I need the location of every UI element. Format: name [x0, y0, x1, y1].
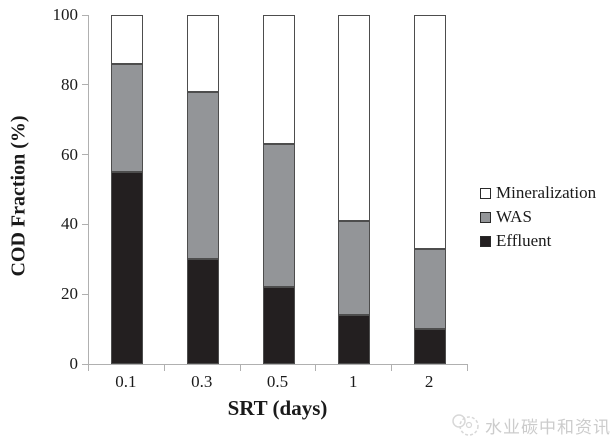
- bar-segment-was: [414, 248, 447, 330]
- bar-segment-was: [186, 91, 219, 260]
- y-tick: [82, 14, 88, 16]
- bar-segment-was: [110, 63, 143, 173]
- watermark-text: 水业碳中和资讯: [485, 417, 611, 438]
- legend-swatch-was: [480, 211, 491, 223]
- x-axis-title: SRT (days): [227, 396, 328, 420]
- bar-segment-was: [338, 220, 371, 316]
- x-tick-label: 0.1: [115, 372, 137, 391]
- bar-segment-mineralization: [186, 15, 219, 92]
- x-tick: [163, 365, 165, 371]
- x-tick-label: 1: [349, 372, 358, 391]
- x-tick: [315, 365, 317, 371]
- bar-segment-effluent: [414, 329, 447, 364]
- y-tick-label: 100: [52, 5, 79, 24]
- legend-swatch-effluent: [480, 235, 491, 247]
- y-tick-label: 0: [69, 354, 79, 373]
- legend-label: Effluent: [496, 231, 552, 250]
- y-axis-title: COD Fraction (%): [7, 115, 30, 277]
- x-tick: [391, 365, 393, 371]
- y-tick-label: 20: [61, 284, 78, 304]
- bar-segment-mineralization: [414, 15, 447, 249]
- y-tick: [82, 293, 88, 295]
- bar-segment-effluent: [110, 172, 143, 364]
- y-tick: [82, 154, 88, 156]
- legend-item-effluent: Effluent: [480, 232, 596, 250]
- bar-segment-mineralization: [110, 15, 143, 64]
- x-tick: [239, 365, 241, 371]
- legend-label: WAS: [496, 207, 532, 226]
- legend-label: Mineralization: [496, 183, 597, 202]
- legend-item-mineralization: Mineralization: [480, 184, 596, 202]
- x-tick-label: 0.5: [266, 372, 289, 391]
- bar-segment-was: [262, 144, 295, 288]
- y-tick-label: 40: [61, 214, 78, 234]
- y-tick: [82, 84, 88, 86]
- x-tick-label: 0.3: [191, 372, 213, 391]
- plot-area: [88, 15, 468, 365]
- y-tick: [82, 363, 88, 365]
- bar-segment-mineralization: [262, 15, 295, 145]
- bar-segment-mineralization: [338, 15, 371, 221]
- bar-segment-effluent: [262, 287, 295, 364]
- x-tick: [467, 365, 468, 371]
- legend: Mineralization WAS Effluent: [480, 184, 596, 256]
- y-tick: [82, 223, 88, 225]
- x-tick: [88, 365, 89, 371]
- bubbles-logo-icon: [452, 414, 479, 436]
- y-tick-label: 80: [61, 74, 78, 94]
- legend-swatch-mineralization: [480, 187, 491, 199]
- watermark: 水业碳中和资讯: [450, 412, 611, 438]
- bar-segment-effluent: [186, 259, 219, 364]
- bar-segment-effluent: [338, 315, 371, 364]
- y-tick-label: 60: [61, 144, 78, 164]
- x-tick-label: 2: [424, 372, 434, 391]
- legend-item-was: WAS: [480, 208, 596, 226]
